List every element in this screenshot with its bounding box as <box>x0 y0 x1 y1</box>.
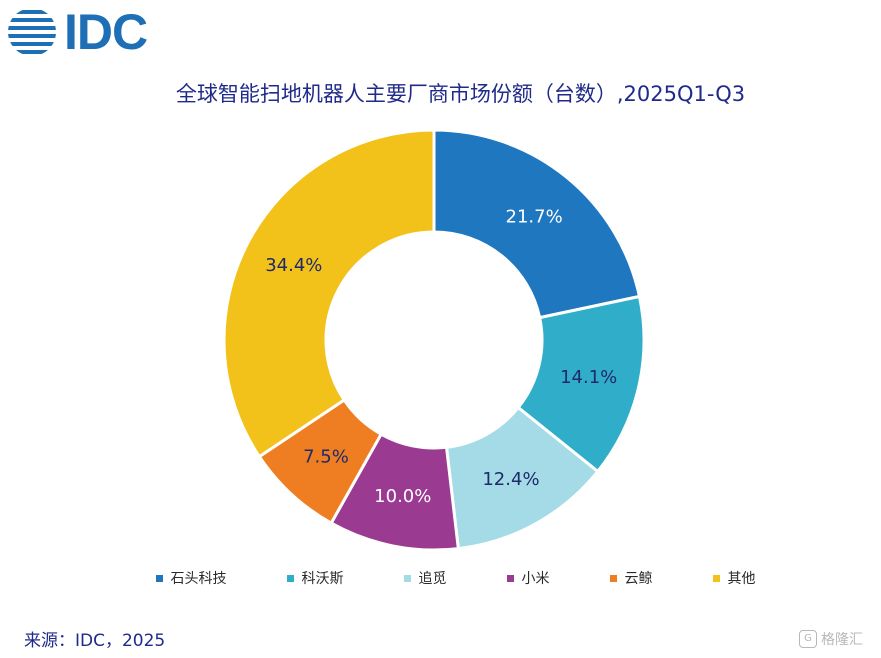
legend-swatch <box>286 574 294 582</box>
legend-item: 云鲸 <box>609 568 653 588</box>
legend-swatch <box>506 574 514 582</box>
legend-item: 追觅 <box>403 568 447 588</box>
donut-chart: 21.7% 14.1% 12.4% 10.0% 7.5% 34.4% <box>222 128 646 552</box>
legend-label: 云鲸 <box>624 571 653 587</box>
watermark: G 格隆汇 <box>799 629 863 649</box>
legend-swatch <box>609 574 617 582</box>
slice-6 <box>222 128 436 459</box>
slice-label-6: 34.4% <box>265 255 322 276</box>
slice-1 <box>432 128 642 320</box>
slice-label-4: 10.0% <box>374 486 431 507</box>
legend-label: 小米 <box>521 571 550 587</box>
slice-label-5: 7.5% <box>303 447 349 468</box>
legend-label: 石头科技 <box>170 571 227 587</box>
chart-title: 全球智能扫地机器人主要厂商市场份额（台数）,2025Q1-Q3 <box>175 82 746 106</box>
watermark-text: 格隆汇 <box>821 632 863 648</box>
slice-label-3: 12.4% <box>482 469 539 490</box>
watermark-logo-icon: G <box>799 630 817 648</box>
legend-item: 科沃斯 <box>286 568 344 588</box>
idc-logo: IDC <box>6 6 166 58</box>
legend-label: 其他 <box>727 571 756 587</box>
legend-item: 其他 <box>712 568 756 588</box>
legend-swatch <box>155 574 163 582</box>
legend-item: 小米 <box>506 568 550 588</box>
legend-item: 石头科技 <box>155 568 227 588</box>
chart-legend: 石头科技 科沃斯 追觅 小米 云鲸 其他 <box>0 568 881 588</box>
legend-label: 追觅 <box>418 571 447 587</box>
legend-swatch <box>403 574 411 582</box>
idc-globe-icon <box>8 10 56 54</box>
legend-label: 科沃斯 <box>301 571 344 587</box>
logo-text: IDC <box>64 4 148 60</box>
slice-label-2: 14.1% <box>560 367 617 388</box>
legend-swatch <box>712 574 720 582</box>
source-note: 来源：IDC，2025 <box>24 631 166 651</box>
slice-label-1: 21.7% <box>506 206 563 227</box>
